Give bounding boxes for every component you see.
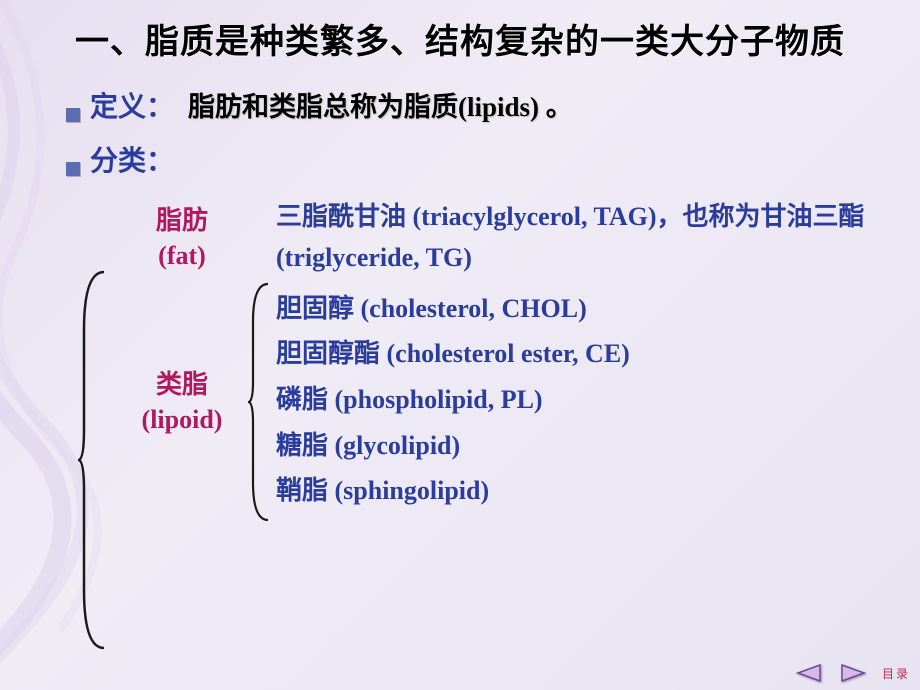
next-button[interactable] (838, 662, 868, 684)
triangle-right-icon (840, 663, 866, 683)
lipoid-brace-col (248, 282, 270, 522)
toc-link[interactable]: 目录 (882, 665, 910, 682)
lipoid-item: 糖脂 (glycolipid) (276, 425, 884, 467)
fat-item: 三脂酰甘油 (triacylglycerol, TAG)，也称为甘油三酯 (tr… (276, 193, 884, 282)
lipoid-item: 磷脂 (phospholipid, PL) (276, 379, 884, 421)
lipoid-item: 鞘脂 (sphingolipid) (276, 470, 884, 512)
branch-lipoid-label: 类脂 (lipoid) (122, 282, 242, 522)
triangle-left-icon (796, 663, 822, 683)
definition-label: 定义： (90, 85, 174, 125)
branch-fat-label: 脂肪 (fat) (122, 193, 242, 282)
square-bullet-icon (66, 162, 80, 176)
inner-brace-icon (248, 282, 270, 522)
lipoid-item: 胆固醇 (cholesterol, CHOL) (276, 288, 884, 330)
classification-row: 分类： (66, 139, 884, 179)
outer-brace-icon (78, 270, 106, 650)
lipoid-items: 胆固醇 (cholesterol, CHOL) 胆固醇酯 (cholestero… (276, 282, 884, 522)
brace-placeholder (248, 193, 270, 282)
lipoid-item: 胆固醇酯 (cholesterol ester, CE) (276, 333, 884, 375)
definition-row: 定义： 脂肪和类脂总称为脂质(lipids) 。 (66, 85, 884, 125)
prev-button[interactable] (794, 662, 824, 684)
definition-text: 脂肪和类脂总称为脂质(lipids) 。 (188, 85, 573, 124)
classification-label: 分类： (90, 139, 174, 179)
branch-fat-line1: 脂肪 (122, 203, 242, 238)
classification-tree: 脂肪 (fat) 三脂酰甘油 (triacylglycerol, TAG)，也称… (122, 193, 884, 522)
square-bullet-icon (66, 108, 80, 122)
branch-lipoid-line1: 类脂 (122, 367, 242, 402)
slide-container: 一、脂质是种类繁多、结构复杂的一类大分子物质 定义： 脂肪和类脂总称为脂质(li… (0, 0, 920, 690)
branch-fat-line2: (fat) (122, 238, 242, 273)
slide-title: 一、脂质是种类繁多、结构复杂的一类大分子物质 (36, 18, 884, 67)
nav-bar: 目录 (794, 662, 910, 684)
branch-lipoid-line2: (lipoid) (122, 402, 242, 437)
